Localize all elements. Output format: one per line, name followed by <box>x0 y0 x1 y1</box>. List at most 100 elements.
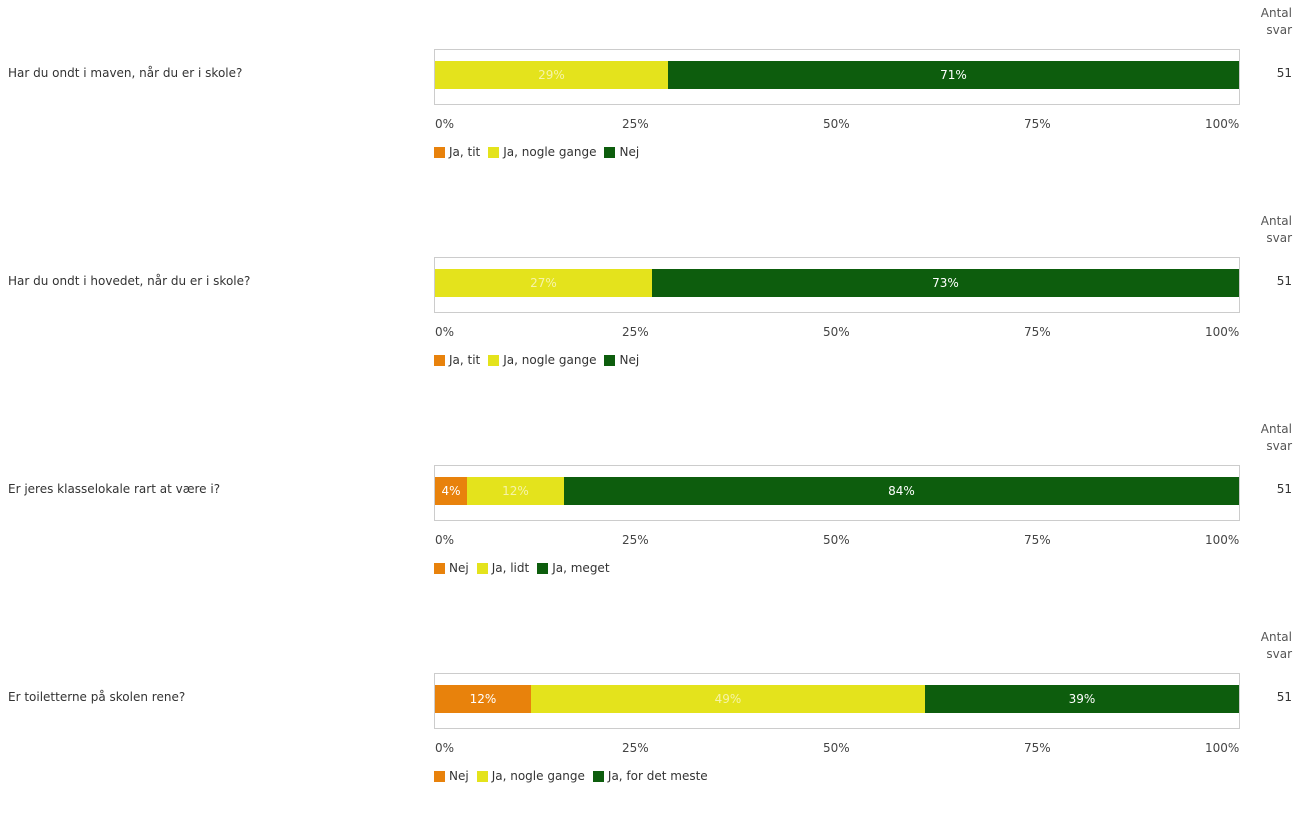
data-label: 29% <box>538 68 565 82</box>
question-label: Har du ondt i hovedet, når du er i skole… <box>8 274 251 288</box>
legend-item: Ja, nogle gange <box>476 769 585 783</box>
stacked-bar: 12% 49% 39% <box>435 685 1239 713</box>
count-header: Antal svar <box>1250 5 1292 39</box>
data-label: 84% <box>888 484 915 498</box>
legend-label: Ja, meget <box>552 561 610 575</box>
count-header-line: svar <box>1266 23 1292 37</box>
legend-label: Ja, tit <box>449 353 481 367</box>
tick-label: 50% <box>823 117 850 131</box>
count-header-line: svar <box>1266 231 1292 245</box>
x-axis-ticks: 0% 25% 50% 75% 100% <box>435 533 1239 549</box>
stacked-bar: 4% 12% 84% <box>435 477 1239 505</box>
chart-frame <box>434 49 1240 105</box>
legend-item: Ja, for det meste <box>592 769 708 783</box>
data-label: 4% <box>441 484 461 498</box>
tick-label: 75% <box>1024 741 1051 755</box>
tick-label: 25% <box>622 533 649 547</box>
legend-label: Ja, nogle gange <box>491 769 585 783</box>
chart-block: Antal svar Har du ondt i hovedet, når du e… <box>0 213 1306 418</box>
count-header-line: Antal <box>1260 214 1292 228</box>
stacked-bar: 27% 73% <box>435 269 1239 297</box>
bar-segment-yellow: 29% <box>435 61 668 89</box>
question-label: Er jeres klasselokale rart at være i? <box>8 482 221 496</box>
legend-item: Ja, tit <box>434 353 480 367</box>
chart-block: Antal svar Er toiletterne på skolen rene? 5… <box>0 629 1306 834</box>
legend-swatch <box>604 146 616 158</box>
data-label: 49% <box>714 692 742 706</box>
bar-segment-yellow: 12% <box>467 477 564 505</box>
tick-label: 100% <box>1205 533 1240 547</box>
tick-label: 25% <box>622 325 649 339</box>
response-count: 51 <box>1276 274 1292 288</box>
bar-segment-yellow: 49% <box>531 685 925 713</box>
tick-label: 0% <box>435 533 455 547</box>
count-header: Antal svar <box>1250 213 1292 247</box>
tick-label: 100% <box>1205 117 1240 131</box>
bar-segment-yellow: 27% <box>435 269 652 297</box>
count-header-line: Antal <box>1260 6 1292 20</box>
count-header: Antal svar <box>1250 629 1292 663</box>
legend: Nej Ja, lidt Ja, meget <box>434 560 618 576</box>
legend-swatch <box>434 770 445 782</box>
bar-segment-orange: 4% <box>435 477 467 505</box>
tick-label: 0% <box>435 325 455 339</box>
legend-item: Nej <box>434 561 469 575</box>
tick-label: 50% <box>823 741 850 755</box>
data-label: 71% <box>940 68 967 82</box>
tick-label: 75% <box>1024 325 1051 339</box>
legend-swatch <box>592 770 604 782</box>
count-header-line: svar <box>1266 439 1292 453</box>
legend-item: Ja, lidt <box>476 561 530 575</box>
tick-label: 75% <box>1024 117 1051 131</box>
legend-swatch <box>488 354 500 366</box>
legend-label: Ja, lidt <box>491 561 530 575</box>
legend-swatch <box>434 562 445 574</box>
legend-swatch <box>434 354 445 366</box>
legend-item: Ja, tit <box>434 145 480 159</box>
legend-swatch <box>488 146 500 158</box>
legend-item: Ja, meget <box>537 561 610 575</box>
tick-label: 50% <box>823 533 850 547</box>
tick-label: 0% <box>435 741 455 755</box>
tick-label: 100% <box>1205 741 1240 755</box>
tick-label: 25% <box>622 117 649 131</box>
tick-label: 100% <box>1205 325 1240 339</box>
legend-item: Ja, nogle gange <box>488 145 596 159</box>
tick-label: 0% <box>435 117 455 131</box>
response-count: 51 <box>1276 66 1292 80</box>
legend-item: Ja, nogle gange <box>488 353 596 367</box>
data-label: 12% <box>469 692 497 706</box>
chart-frame <box>434 465 1240 521</box>
question-label: Er toiletterne på skolen rene? <box>8 690 186 704</box>
legend-label: Nej <box>449 769 469 783</box>
legend-label: Ja, tit <box>449 145 481 159</box>
count-header-line: Antal <box>1260 630 1292 644</box>
chart-block: Antal svar Er jeres klasselokale rart at v… <box>0 421 1306 626</box>
legend-item: Nej <box>604 145 639 159</box>
tick-label: 25% <box>622 741 649 755</box>
legend-swatch <box>476 770 488 782</box>
legend-item: Nej <box>434 769 469 783</box>
legend: Ja, tit Ja, nogle gange Nej <box>434 144 647 160</box>
tick-label: 50% <box>823 325 850 339</box>
legend-swatch <box>434 146 445 158</box>
legend-label: Ja, for det meste <box>607 769 708 783</box>
count-header: Antal svar <box>1250 421 1292 455</box>
chart-block: Antal svar Har du ondt i maven, når du er … <box>0 5 1306 210</box>
legend-swatch <box>537 562 549 574</box>
bar-segment-green: 84% <box>564 477 1239 505</box>
legend-label: Ja, nogle gange <box>503 353 597 367</box>
legend: Ja, tit Ja, nogle gange Nej <box>434 352 647 368</box>
bar-segment-green: 73% <box>652 269 1239 297</box>
question-label: Har du ondt i maven, når du er i skole? <box>8 66 243 80</box>
x-axis-ticks: 0% 25% 50% 75% 100% <box>435 325 1239 341</box>
stacked-bar: 29% 71% <box>435 61 1239 89</box>
x-axis-ticks: 0% 25% 50% 75% 100% <box>435 741 1239 757</box>
legend-label: Nej <box>449 561 469 575</box>
response-count: 51 <box>1276 690 1292 704</box>
legend: Nej Ja, nogle gange Ja, for det meste <box>434 768 716 784</box>
chart-frame <box>434 673 1240 729</box>
data-label: 73% <box>932 276 959 290</box>
legend-swatch <box>476 562 488 574</box>
legend-label: Ja, nogle gange <box>503 145 597 159</box>
